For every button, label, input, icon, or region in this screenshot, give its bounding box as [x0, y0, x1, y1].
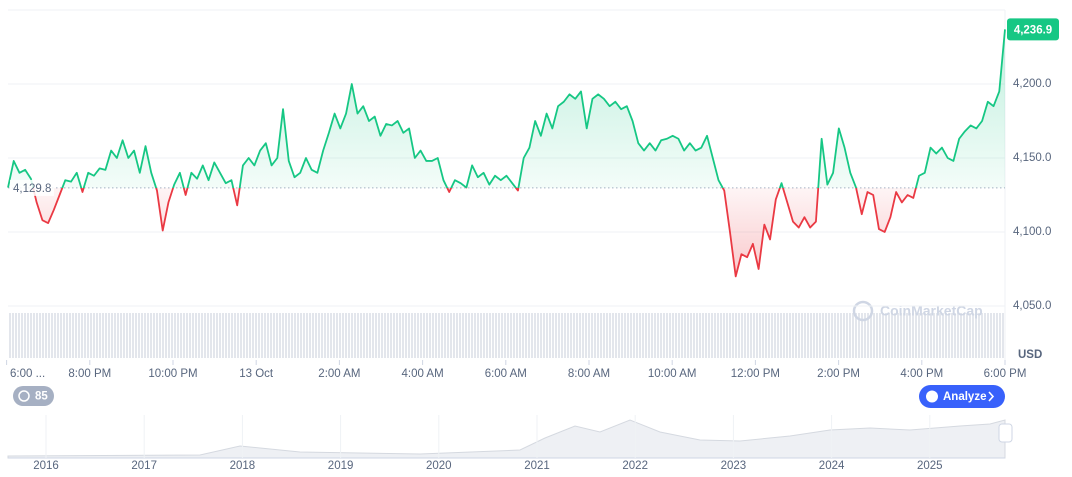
x-tick-label: 2:00 PM [817, 368, 860, 380]
navigator-year: 2017 [131, 460, 157, 472]
x-tick-label: 8:00 AM [568, 368, 610, 380]
y-tick-label: 4,150.0 [1013, 152, 1051, 164]
x-tick-label: 10:00 AM [648, 368, 697, 380]
last-price-tag [1007, 18, 1059, 41]
navigator-year: 2020 [426, 460, 452, 472]
x-tick-label: 2:00 AM [318, 368, 360, 380]
navigator-year: 2021 [524, 460, 550, 472]
currency-label: USD [1018, 349, 1042, 361]
x-tick-label: 12:00 PM [731, 368, 780, 380]
x-tick-label: 4:00 AM [401, 368, 443, 380]
navigator [7, 415, 1013, 459]
baseline-label: 4,129.8 [13, 183, 51, 195]
x-tick-label: 13 Oct [239, 368, 274, 380]
volume-bars [8, 313, 1005, 358]
watermark-text: CoinMarketCap [880, 303, 983, 319]
x-tick-label: 8:00 PM [68, 368, 111, 380]
x-tick-label: 6:00 ... [10, 368, 45, 380]
navigator-year: 2023 [721, 460, 747, 472]
analyze-button[interactable]: Analyze [919, 385, 1005, 408]
y-tick-label: 4,100.0 [1013, 226, 1051, 238]
price-line [7, 29, 1006, 278]
watermark: CoinMarketCap [852, 300, 983, 322]
baseline-label-bg [10, 179, 54, 196]
history-button-label: 85 [35, 391, 48, 403]
navigator-year: 2016 [33, 460, 59, 472]
history-button[interactable]: 85 [13, 386, 54, 406]
x-tick-label: 6:00 PM [984, 368, 1027, 380]
navigator-year: 2024 [819, 460, 845, 472]
navigator-year: 2025 [917, 460, 943, 472]
last-price-label: 4,236.9 [1014, 24, 1052, 36]
navigator-year: 2022 [622, 460, 648, 472]
navigator-year: 2018 [230, 460, 256, 472]
y-tick-label: 4,050.0 [1013, 300, 1051, 312]
y-tick-label: 4,200.0 [1013, 78, 1051, 90]
navigator-year: 2019 [328, 460, 354, 472]
analyze-button-label: Analyze [943, 391, 986, 403]
x-tick-label: 4:00 PM [900, 368, 943, 380]
x-tick-label: 6:00 AM [485, 368, 527, 380]
price-area [8, 29, 1005, 277]
x-tick-label: 10:00 PM [148, 368, 197, 380]
